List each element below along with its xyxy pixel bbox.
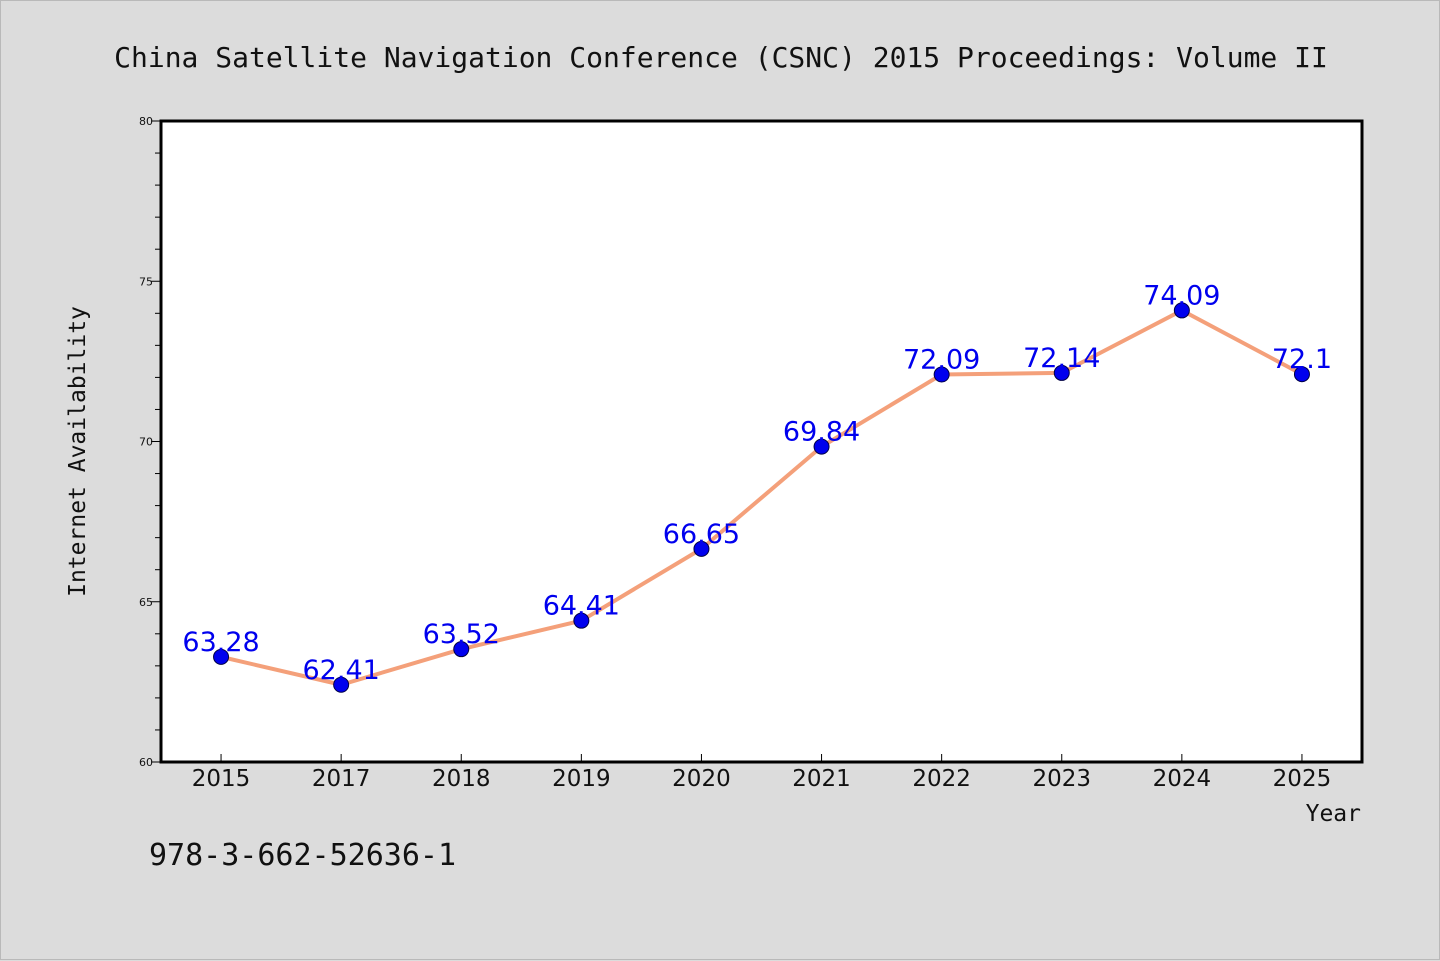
- data-label: 74.09: [1143, 280, 1220, 311]
- data-label: 72.1: [1272, 344, 1332, 375]
- y-tick-label: 80: [139, 115, 153, 128]
- data-point-marker: [1293, 366, 1310, 383]
- data-point-marker: [693, 540, 710, 557]
- series-line: [220, 308, 1303, 687]
- data-point-marker: [1173, 302, 1190, 319]
- data-label: 62.41: [303, 655, 380, 686]
- data-point-marker: [1053, 364, 1070, 381]
- y-tick-label: 70: [139, 436, 153, 449]
- data-label: 72.09: [903, 345, 980, 376]
- data-point-marker: [333, 676, 350, 693]
- data-label: 63.28: [182, 627, 259, 658]
- x-axis-label: Year: [1306, 801, 1361, 827]
- y-tick-label: 75: [139, 275, 153, 288]
- data-label: 66.65: [663, 519, 740, 550]
- y-axis: 60 65 70 75 80: [139, 115, 161, 769]
- x-axis: 2015 2017 2018 2019 2020 2021 2022 2023 2024 2025: [192, 754, 1331, 792]
- isbn-label: 978-3-662-52636-1: [149, 838, 456, 873]
- x-tick-label: 2018: [432, 766, 491, 792]
- x-tick-label: 2017: [312, 766, 371, 792]
- x-tick-label: 2024: [1153, 766, 1212, 792]
- data-point-marker: [813, 438, 830, 455]
- data-label: 72.14: [1023, 343, 1100, 374]
- x-tick-label: 2020: [672, 766, 731, 792]
- x-tick-label: 2023: [1032, 766, 1091, 792]
- y-tick-label: 60: [139, 756, 153, 769]
- data-point-marker: [573, 612, 590, 629]
- y-tick-label: 65: [139, 596, 153, 609]
- data-label: 64.41: [543, 591, 620, 622]
- data-point-marker: [933, 366, 950, 383]
- series-layer: 63.28 62.41 63.52 64.41 66.65 69.84 72.09 72.14…: [182, 280, 1332, 693]
- chart-title: China Satellite Navigation Conference (C…: [114, 41, 1328, 74]
- plot-area: [159, 119, 1364, 764]
- data-point-marker: [213, 648, 230, 665]
- data-label: 69.84: [783, 417, 860, 448]
- x-tick-label: 2015: [192, 766, 251, 792]
- data-point-marker: [453, 641, 470, 658]
- y-axis-label: Internet Availability: [65, 306, 91, 597]
- x-tick-label: 2025: [1273, 766, 1332, 792]
- x-tick-label: 2021: [792, 766, 851, 792]
- x-tick-label: 2019: [552, 766, 611, 792]
- x-tick-label: 2022: [912, 766, 971, 792]
- data-label: 63.52: [423, 619, 500, 650]
